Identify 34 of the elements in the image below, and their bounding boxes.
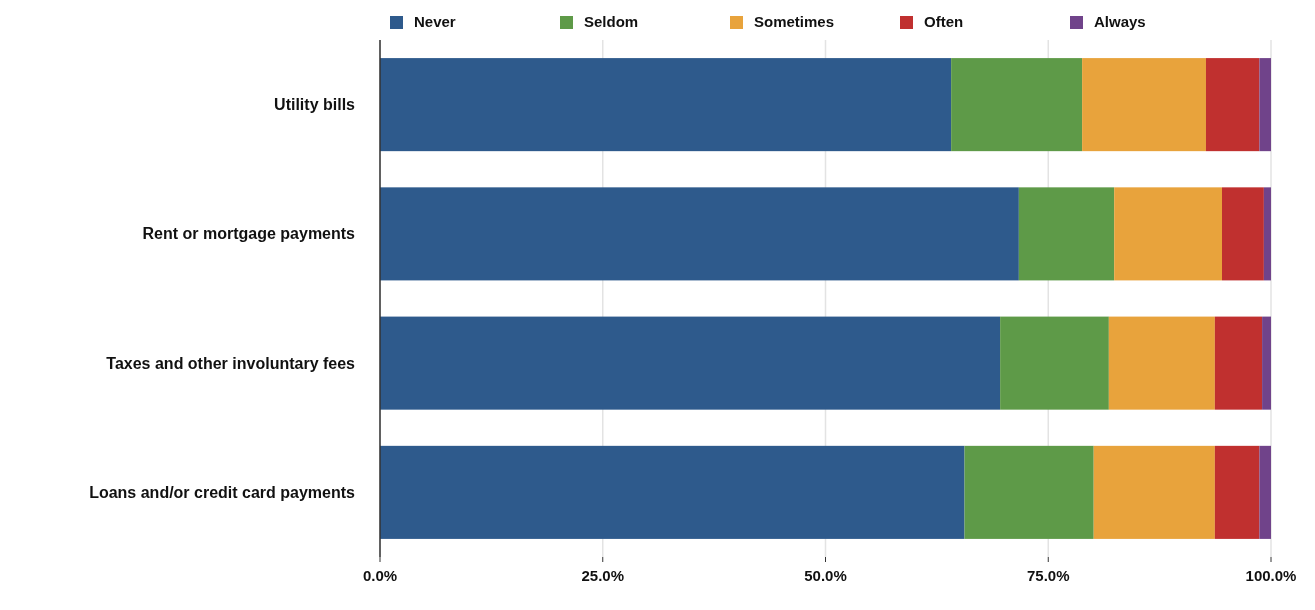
legend-label: Never	[414, 13, 456, 30]
bar	[1000, 316, 1109, 410]
bar	[1108, 316, 1215, 410]
bar	[1259, 445, 1271, 539]
bar	[380, 187, 1019, 281]
bar	[1093, 445, 1215, 539]
y-tick-label: Rent or mortgage payments	[142, 225, 356, 243]
bar	[1263, 187, 1271, 281]
bar	[1214, 445, 1260, 539]
bar	[964, 445, 1094, 539]
bar	[380, 445, 965, 539]
bar	[951, 58, 1083, 152]
bar	[1205, 58, 1260, 152]
bar	[1259, 58, 1271, 152]
legend-label: Often	[924, 13, 964, 30]
y-tick-label: Loans and/or credit card payments	[89, 483, 356, 501]
legend-label: Seldom	[584, 13, 639, 30]
bar	[1262, 316, 1271, 410]
y-tick-label: Utility bills	[274, 96, 356, 114]
bar	[380, 316, 1001, 410]
x-tick-label: 100.0%	[1245, 567, 1297, 584]
bar	[380, 58, 952, 152]
bar	[1221, 187, 1264, 281]
legend-label: Sometimes	[754, 13, 835, 30]
y-tick-label: Taxes and other involuntary fees	[106, 354, 356, 372]
x-tick-label: 50.0%	[804, 567, 847, 584]
x-tick-label: 25.0%	[581, 567, 625, 584]
bar	[1214, 316, 1263, 410]
bar	[1082, 58, 1206, 152]
bar	[1114, 187, 1222, 281]
x-tick-label: 75.0%	[1026, 567, 1070, 584]
legend-label: Always	[1094, 13, 1146, 30]
bar	[1018, 187, 1115, 281]
x-tick-label: 0.0%	[362, 567, 398, 584]
